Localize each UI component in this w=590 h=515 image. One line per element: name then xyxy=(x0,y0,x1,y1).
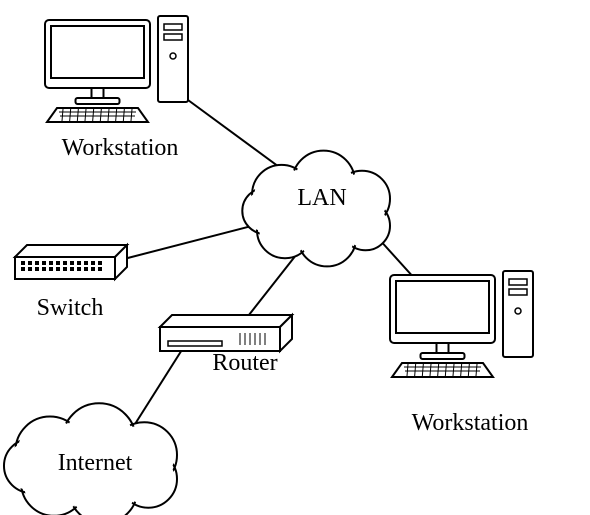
label-lan: LAN xyxy=(297,185,346,211)
edge-workstation_tl-lan_cloud xyxy=(188,100,290,175)
label-workstation-tl: Workstation xyxy=(62,135,179,161)
label-workstation-br: Workstation xyxy=(412,410,529,436)
label-internet: Internet xyxy=(58,450,133,476)
nodes-layer xyxy=(4,16,533,515)
edge-router-lan_cloud xyxy=(245,250,300,320)
label-router: Router xyxy=(212,350,277,376)
workstation-bottom-right xyxy=(390,271,533,377)
label-switch: Switch xyxy=(37,295,104,321)
switch-device xyxy=(15,245,127,279)
edge-router-internet_cloud xyxy=(130,345,185,432)
edge-switch-lan_cloud xyxy=(120,222,267,260)
workstation-top-left xyxy=(45,16,188,122)
router-device xyxy=(160,315,292,351)
